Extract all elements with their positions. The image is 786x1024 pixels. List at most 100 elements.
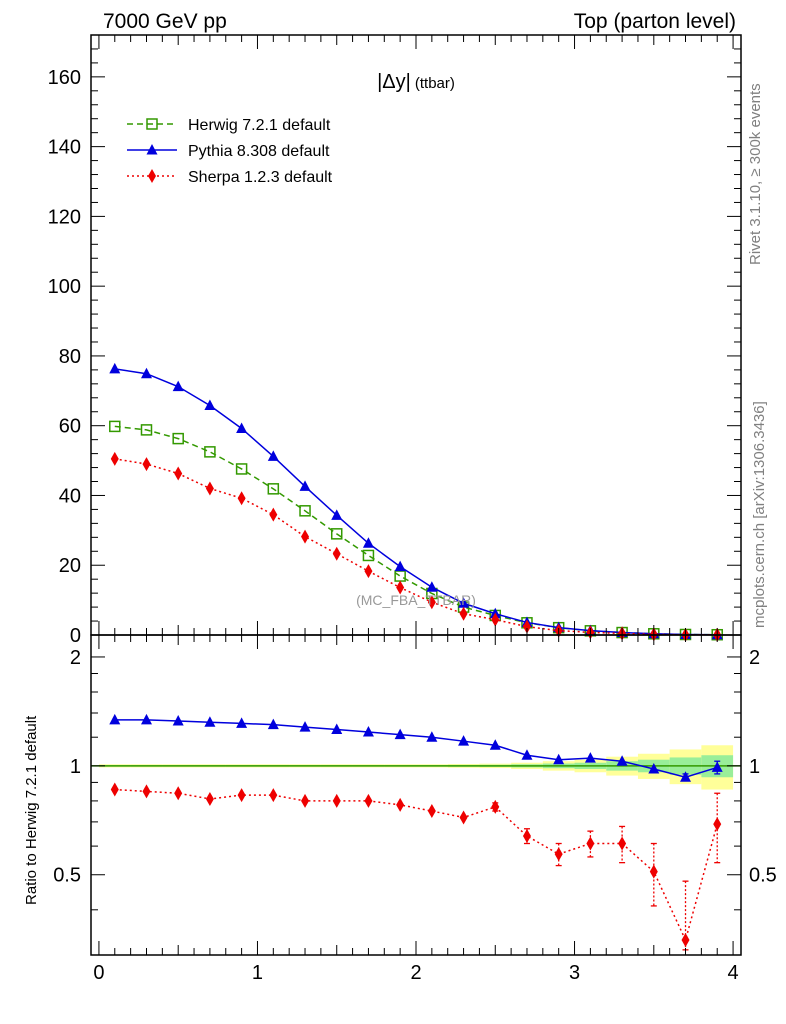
main-ticks: 0 20 40 60 80 100 120 140 160 [48,35,741,647]
ratio-point [174,786,183,801]
y-tick-label: 160 [48,67,81,89]
ratio-ticks: 0 1 2 3 4 0.5 0.5 1 1 2 2 [53,635,777,984]
ratio-point [142,784,151,799]
data-point [331,509,343,520]
data-point [142,457,151,472]
x-tick-label: 3 [569,962,580,984]
data-point [394,560,406,572]
ratio-y-tick-label-right: 0.5 [749,865,777,887]
ratio-point [521,749,533,760]
data-point [109,420,121,433]
ratio-point [616,755,628,766]
ratio-frame [90,634,742,956]
ratio-point [553,753,565,765]
ratio-y-tick-label: 1 [70,756,81,778]
ratio-y-tick-label-right: 1 [749,756,760,778]
data-point [427,595,436,610]
legend: Herwig 7.2.1 default Pythia 8.308 default… [127,117,333,186]
ratio-point [711,761,723,772]
y-tick-label: 20 [59,555,81,577]
y-tick-label: 0 [70,625,81,647]
series-line [114,368,718,636]
data-point [426,581,438,592]
data-point [459,606,468,621]
ratio-point [172,715,184,726]
data-point [204,399,216,410]
ratio-point [332,793,341,808]
data-point [362,537,374,548]
y-tick-label: 100 [48,276,81,298]
ratio-point [396,797,405,812]
ratio-point [205,791,214,806]
rivet-label: Rivet 3.1.10, ≥ 300k events [747,83,764,265]
data-point [267,483,280,495]
ratio-point [584,752,596,763]
plot-title: |Δy| (ttbar) [377,71,455,93]
data-point [204,446,216,458]
x-tick-label: 0 [93,962,104,984]
data-point [205,481,214,496]
data-point [330,528,343,540]
data-point [172,380,184,392]
ratio-y-tick-label: 0.5 [53,865,81,887]
ratio-point [522,828,531,843]
legend-item-herwig-7-2-1-default: Herwig 7.2.1 default [127,117,331,134]
legend-label: Pythia 8.308 default [188,143,330,160]
ratio-point [426,731,438,742]
ratio-point [649,864,658,879]
ratio-band-layer [91,745,741,790]
header-left: 7000 GeV pp [103,10,227,33]
ratio-point [237,788,246,803]
series-sherpa-1-2-3-default [110,451,722,642]
ratio-panel: 0 1 2 3 4 0.5 0.5 1 1 2 2 Ratio to Herwig 7.2.1 de… [23,634,777,984]
ratio-point [713,817,722,832]
ratio-point [458,735,470,746]
data-point [491,612,500,627]
ratio-point [648,763,660,774]
legend-marker [146,144,158,155]
main-panel: 0 20 40 60 80 100 120 140 160 |Δy| (ttbar) (MC_FB… [48,34,742,647]
header-right: Top (parton level) [574,10,736,33]
data-point [522,619,531,634]
series-line [114,458,718,636]
data-point [140,367,152,379]
legend-item-pythia-8-308-default: Pythia 8.308 default [127,143,330,160]
data-point [299,480,311,491]
data-point [267,450,279,461]
data-point [364,564,373,579]
legend-label: Herwig 7.2.1 default [188,117,331,134]
ratio-point [394,728,406,740]
plot-title-sub: (ttbar) [415,75,455,92]
y-tick-label: 80 [59,346,81,368]
y-tick-label: 60 [59,416,81,438]
ratio-point [269,788,278,803]
ratio-point [110,782,119,797]
x-tick-label: 2 [410,962,421,984]
data-point [269,507,278,522]
watermark: (MC_FBA_TTBAR) [356,592,476,608]
data-point [172,432,184,445]
ratio-y-tick-label: 2 [70,647,81,669]
ratio-series-pythia-8-308-default [109,713,723,782]
ratio-point [491,799,500,814]
ratio-point [586,836,595,851]
ratio-series-sherpa-1-2-3-default [110,782,722,951]
data-point [109,362,121,374]
data-point [140,424,153,436]
legend-item-sherpa-1-2-3-default: Sherpa 1.2.3 default [127,169,333,186]
ratio-point [362,726,374,737]
ratio-point [299,721,311,732]
data-point [362,549,375,562]
x-tick-label: 1 [252,962,263,984]
ratio-point [236,717,248,728]
ratio-point [140,713,152,725]
plot-title-main: |Δy| [377,71,411,93]
ratio-data-layer [109,713,723,951]
data-point [458,597,470,608]
ratio-point [618,836,627,851]
ratio-point [489,739,501,750]
ratio-point [459,810,468,825]
data-point [332,546,341,561]
ratio-point [267,718,279,730]
